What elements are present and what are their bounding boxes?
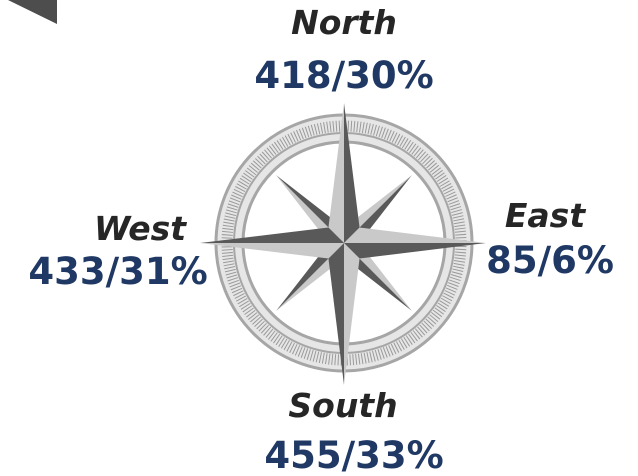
direction-name: East [505, 196, 586, 235]
star-point [276, 243, 344, 311]
corner-triangle [8, 0, 57, 24]
star-point [344, 227, 486, 243]
direction-value: 418/30% [254, 54, 433, 97]
star-point [344, 243, 360, 385]
star-point [328, 103, 344, 243]
star-point [200, 243, 344, 259]
direction-value: 455/33% [264, 434, 443, 476]
star-point [344, 243, 486, 259]
star-point [328, 243, 344, 385]
direction-value: 85/6% [486, 239, 614, 282]
star-point [276, 175, 344, 243]
direction-name: West [94, 209, 187, 248]
star-point [344, 175, 412, 243]
star-point [344, 243, 412, 311]
direction-value: 433/31% [28, 250, 207, 293]
star-point [200, 227, 344, 243]
direction-name: South [288, 386, 397, 425]
compass-rose [200, 103, 486, 385]
direction-name: North [291, 3, 397, 42]
star-point [344, 103, 360, 243]
star-point [344, 175, 412, 243]
star-point [276, 175, 344, 243]
